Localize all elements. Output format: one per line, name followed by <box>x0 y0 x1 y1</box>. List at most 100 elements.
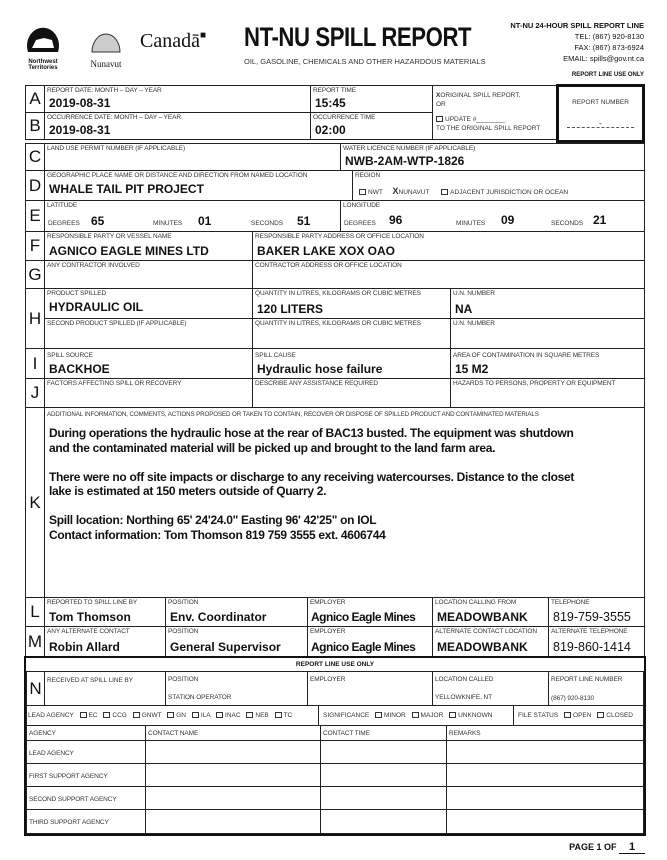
agency-gnwt-checkbox[interactable]: GNWT <box>129 712 161 719</box>
assistance-field[interactable]: DESCRIBE ANY ASSISTANCE REQUIRED <box>252 378 451 408</box>
text-line: Contact information: Tom Thomson 819 759… <box>49 527 386 542</box>
agency-gn-checkbox[interactable]: GN <box>163 712 186 719</box>
quantity-field[interactable]: QUANTITY IN LITRES, KILOGRAMS OR CUBIC M… <box>252 288 451 319</box>
significance-major-checkbox[interactable]: MAJOR <box>408 712 443 719</box>
or-label: OR <box>436 101 446 108</box>
report-line-number-field[interactable]: REPORT LINE NUMBER (867) 920-8130 <box>548 671 644 706</box>
label: REPORT NUMBER <box>572 99 629 106</box>
significance-minor-checkbox[interactable]: MINOR <box>371 712 406 719</box>
responsible-party-field[interactable]: RESPONSIBLE PARTY OR VESSEL NAME AGNICO E… <box>44 231 253 261</box>
occurrence-time-field[interactable]: OCCURRENCE TIME 02:00 <box>310 112 433 140</box>
label: SPILL SOURCE <box>47 352 93 359</box>
label: CONTRACTOR ADDRESS OR OFFICE LOCATION <box>255 262 402 269</box>
location-called-field[interactable]: LOCATION CALLED YELLOWKNIFE, NT <box>432 671 549 706</box>
factors-field[interactable]: FACTORS AFFECTING SPILL OR RECOVERY <box>44 378 253 408</box>
calling-location-field[interactable]: LOCATION CALLING FROM MEADOWBANK <box>432 597 549 627</box>
responsible-address-field[interactable]: RESPONSIBLE PARTY ADDRESS OR OFFICE LOCA… <box>252 231 645 261</box>
label: LAND USE PERMIT NUMBER (IF APPLICABLE) <box>47 145 186 152</box>
remarks-cell[interactable] <box>446 786 644 810</box>
page-indicator: PAGE 1 OF 1 <box>569 841 645 854</box>
received-by-field[interactable]: RECEIVED AT SPILL LINE BY <box>44 671 166 706</box>
significance-unknown-checkbox[interactable]: UNKNOWN <box>445 712 492 719</box>
spill-source-field[interactable]: SPILL SOURCE BACKHOE <box>44 348 253 379</box>
product-spilled-field[interactable]: PRODUCT SPILLED HYDRAULIC OIL <box>44 288 253 319</box>
longitude-field[interactable]: LONGITUDE DEGREES 96 MINUTES 09 SECONDS 21 <box>340 200 645 232</box>
second-un-number-field[interactable]: U.N. NUMBER <box>450 318 645 349</box>
alternate-employer-value: Agnico Eagle Mines <box>311 640 416 654</box>
region-nunavut-checkbox[interactable]: XNUNAVUT <box>392 186 430 196</box>
label: LOCATION CALLED <box>435 676 494 683</box>
contact-time-cell[interactable] <box>320 809 447 834</box>
label: NEB <box>255 712 269 719</box>
agency-inac-checkbox[interactable]: INAC <box>212 712 241 719</box>
label: ORIGINAL SPILL REPORT, <box>440 92 521 99</box>
row-letter-i: I <box>25 348 45 379</box>
agency-ila-checkbox[interactable]: ILA <box>188 712 210 719</box>
operator-employer-field[interactable]: EMPLOYER <box>307 671 433 706</box>
original-spill-checkbox[interactable]: XORIGINAL SPILL REPORT, <box>436 92 520 99</box>
reported-by-field[interactable]: REPORTED TO SPILL LINE BY Tom Thomson <box>44 597 166 627</box>
hazards-field[interactable]: HAZARDS TO PERSONS, PROPERTY OR EQUIPMEN… <box>450 378 645 408</box>
alternate-contact-field[interactable]: ANY ALTERNATE CONTACT Robin Allard <box>44 626 166 657</box>
place-name-field[interactable]: GEOGRAPHIC PLACE NAME OR DISTANCE AND DI… <box>44 170 353 201</box>
second-product-field[interactable]: SECOND PRODUCT SPILLED (IF APPLICABLE) <box>44 318 253 349</box>
row-letter-d: D <box>25 170 45 201</box>
contamination-area-field[interactable]: AREA OF CONTAMINATION IN SQUARE METRES 15… <box>450 348 645 379</box>
telephone-field[interactable]: TELEPHONE 819-759-3555 <box>548 597 645 627</box>
contact-time-cell[interactable] <box>320 763 447 787</box>
agency-tc-checkbox[interactable]: TC <box>271 712 292 719</box>
contact-name-cell[interactable] <box>145 786 321 810</box>
contact-name-cell[interactable] <box>145 809 321 834</box>
alternate-telephone-field[interactable]: ALTERNATE TELEPHONE 819-860-1414 <box>548 626 645 657</box>
alternate-position-field[interactable]: POSITION General Supervisor <box>165 626 308 657</box>
label: REMARKS <box>449 730 481 737</box>
alternate-employer-field[interactable]: EMPLOYER Agnico Eagle Mines <box>307 626 433 657</box>
contractor-address-field[interactable]: CONTRACTOR ADDRESS OR OFFICE LOCATION <box>252 260 645 289</box>
operator-position-field[interactable]: POSITION STATION OPERATOR <box>165 671 308 706</box>
agency-ec-checkbox[interactable]: EC <box>76 712 98 719</box>
label: REPORT DATE: MONTH – DAY – YEAR <box>47 87 162 94</box>
file-status-field: FILE STATUS OPEN CLOSED <box>513 705 644 726</box>
page-title: NT-NU SPILL REPORT <box>244 22 472 52</box>
label: CONTACT TIME <box>323 730 370 737</box>
un-number-field[interactable]: U.N. NUMBER NA <box>450 288 645 319</box>
remarks-cell[interactable] <box>446 763 644 787</box>
contact-name-cell[interactable] <box>145 763 321 787</box>
latitude-field[interactable]: LATITUDE DEGREES 65 MINUTES 01 SECONDS 51 <box>44 200 341 232</box>
report-date-field[interactable]: REPORT DATE: MONTH – DAY – YEAR 2019-08-3… <box>44 85 311 113</box>
report-time-field[interactable]: REPORT TIME 15:45 <box>310 85 433 113</box>
region-nwt-checkbox[interactable]: NWT <box>355 189 383 196</box>
agency-ccg-checkbox[interactable]: CCG <box>99 712 127 719</box>
region-adjacent-checkbox[interactable]: ADJACENT JURISDICTION OR OCEAN <box>437 189 568 196</box>
water-licence-field[interactable]: WATER LICENCE NUMBER (IF APPLICABLE) NWB-… <box>340 143 645 171</box>
occurrence-date-field[interactable]: OCCURRENCE DATE: MONTH – DAY – YEAR 2019-… <box>44 112 311 140</box>
additional-info-field[interactable]: ADDITIONAL INFORMATION, COMMENTS, ACTION… <box>44 407 645 598</box>
reporter-employer-field[interactable]: EMPLOYER Agnico Eagle Mines <box>307 597 433 627</box>
second-quantity-field[interactable]: QUANTITY IN LITRES, KILOGRAMS OR CUBIC M… <box>252 318 451 349</box>
remarks-cell[interactable] <box>446 809 644 834</box>
contact-name-cell[interactable] <box>145 740 321 764</box>
spill-line-email[interactable]: EMAIL: spills@gov.nt.ca <box>563 54 644 63</box>
remarks-header: REMARKS <box>446 725 644 741</box>
label: DEGREES <box>48 220 80 227</box>
alternate-location-field[interactable]: ALTERNATE CONTACT LOCATION MEADOWBANK <box>432 626 549 657</box>
label: U.N. NUMBER <box>453 320 495 327</box>
status-open-checkbox[interactable]: OPEN <box>560 712 591 719</box>
label: RECEIVED AT SPILL LINE BY <box>47 677 133 684</box>
status-closed-checkbox[interactable]: CLOSED <box>593 712 633 719</box>
reporter-position-field[interactable]: POSITION Env. Coordinator <box>165 597 308 627</box>
contact-time-cell[interactable] <box>320 786 447 810</box>
agency-neb-checkbox[interactable]: NEB <box>242 712 269 719</box>
spill-cause-field[interactable]: SPILL CAUSE Hydraulic hose failure <box>252 348 451 379</box>
land-use-permit-field[interactable]: LAND USE PERMIT NUMBER (IF APPLICABLE) <box>44 143 341 171</box>
label: HAZARDS TO PERSONS, PROPERTY OR EQUIPMEN… <box>453 380 616 387</box>
label: REPORT TIME <box>313 87 356 94</box>
remarks-cell[interactable] <box>446 740 644 764</box>
contractor-field[interactable]: ANY CONTRACTOR INVOLVED <box>44 260 253 289</box>
alternate-position-value: General Supervisor <box>170 640 281 654</box>
contact-time-cell[interactable] <box>320 740 447 764</box>
spill-line-tel: TEL: (867) 920-8130 <box>574 32 644 41</box>
update-checkbox[interactable]: UPDATE #________ <box>436 116 505 123</box>
report-number-box[interactable]: REPORT NUMBER - <box>556 84 645 143</box>
label: QUANTITY IN LITRES, KILOGRAMS OR CUBIC M… <box>255 320 421 327</box>
